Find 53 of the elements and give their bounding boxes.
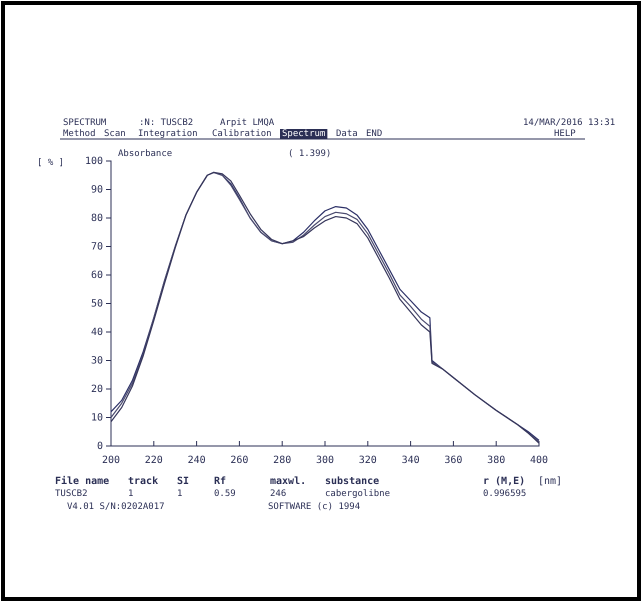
text: 14/MAR/2016 13:31 xyxy=(523,118,616,128)
x-tick-label: 220 xyxy=(144,455,163,466)
text: maxwl. xyxy=(270,476,306,487)
text: V4.01 S/N:0202A017 xyxy=(67,502,165,512)
y-tick-label: 10 xyxy=(90,412,103,424)
text: ( 1.399) xyxy=(288,149,332,159)
x-tick-label: 320 xyxy=(358,455,377,466)
text: HELP xyxy=(554,129,576,139)
x-tick-label: 240 xyxy=(188,455,206,466)
x-tick-label: 300 xyxy=(316,455,334,466)
y-axis-title: [ % ] xyxy=(37,158,64,168)
text: TUSCB2 xyxy=(55,489,88,499)
text: Calibration xyxy=(212,129,272,139)
text: r (M,E) xyxy=(483,476,526,487)
y-tick-label: 50 xyxy=(90,298,103,310)
x-tick-label: 380 xyxy=(487,455,506,466)
y-tick-label: 90 xyxy=(90,184,103,196)
text: :N: TUSCB2 xyxy=(139,118,194,128)
text: Arpit LMQA xyxy=(220,118,275,128)
text: 0.59 xyxy=(214,489,236,499)
x-tick-label: 360 xyxy=(444,455,462,466)
text: SOFTWARE (c) 1994 xyxy=(268,502,360,512)
x-tick-label: 400 xyxy=(530,455,548,466)
y-tick-label: 60 xyxy=(90,270,103,282)
text: Integration xyxy=(138,129,198,139)
text: substance xyxy=(325,476,380,487)
text: SPECTRUM xyxy=(63,118,107,128)
y-tick-label: 0 xyxy=(96,441,103,452)
text: END xyxy=(366,129,382,139)
text: 1 xyxy=(177,489,182,499)
x-tick-label: 260 xyxy=(230,455,248,466)
text: Scan xyxy=(104,129,126,139)
x-tick-label: 340 xyxy=(402,455,420,466)
y-tick-label: 40 xyxy=(90,327,103,338)
text: Method xyxy=(63,129,96,139)
y-tick-label: 100 xyxy=(84,156,103,168)
text: Data xyxy=(336,129,358,139)
text: 0.996595 xyxy=(483,489,526,499)
y-tick-label: 80 xyxy=(90,213,103,224)
text: 1 xyxy=(128,489,134,499)
text: [nm] xyxy=(538,476,562,487)
text: Rf xyxy=(214,476,226,487)
text: 246 xyxy=(270,489,286,499)
chart-subtitle: Absorbance xyxy=(118,149,172,159)
y-tick-label: 30 xyxy=(90,356,103,367)
y-tick-label: 20 xyxy=(90,384,103,396)
x-tick-label: 200 xyxy=(102,455,120,466)
text: track xyxy=(128,476,158,487)
text: cabergolibne xyxy=(325,489,390,499)
text: SI xyxy=(177,476,190,487)
text: File name xyxy=(55,475,110,487)
x-tick-label: 280 xyxy=(273,455,292,466)
y-tick-label: 70 xyxy=(90,242,103,253)
